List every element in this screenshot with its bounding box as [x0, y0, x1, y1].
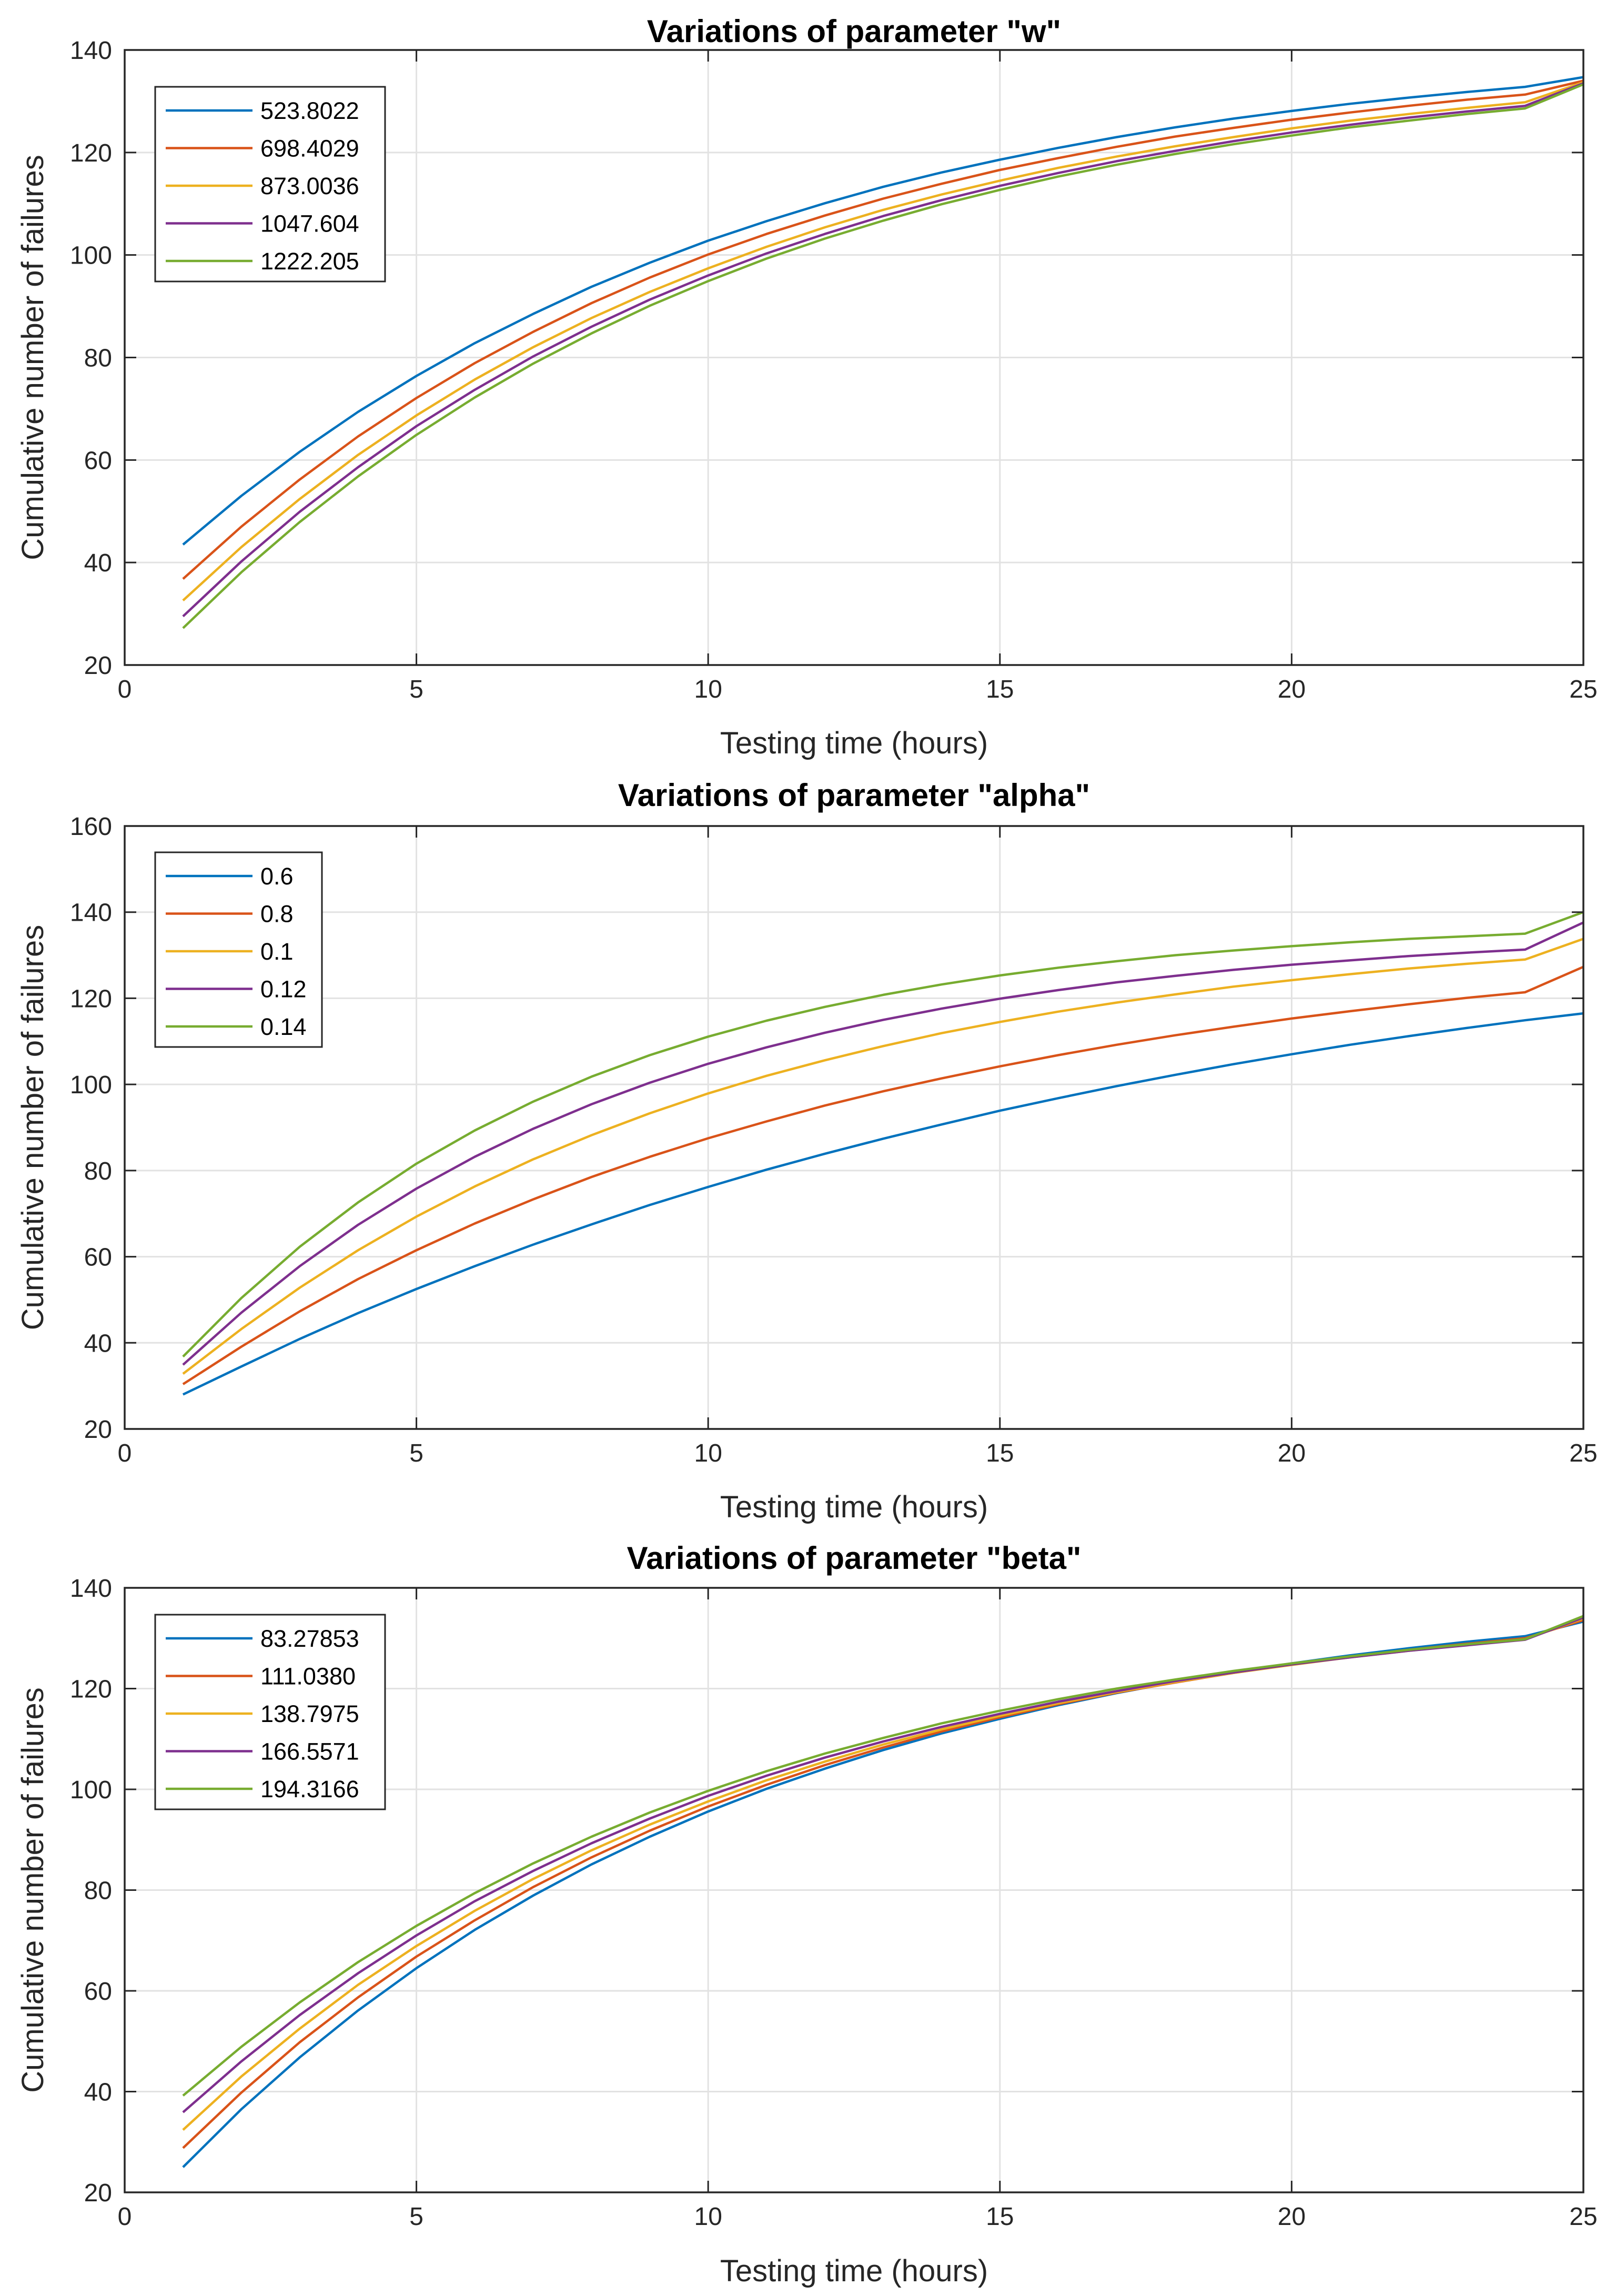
x-tick-label: 10	[694, 1439, 722, 1467]
legend-label-3: 138.7975	[260, 1700, 359, 1727]
legend-label-1: 83.27853	[260, 1625, 359, 1652]
chart-title-alpha: Variations of parameter "alpha"	[618, 778, 1090, 813]
y-axis-label: Cumulative number of failures	[16, 1687, 50, 2092]
y-axis-label: Cumulative number of failures	[16, 155, 50, 560]
x-tick-label: 5	[409, 676, 423, 703]
y-axis-label: Cumulative number of failures	[16, 925, 50, 1330]
series-lines	[182, 76, 1584, 629]
y-tick-label: 140	[70, 899, 112, 927]
series-line-3	[182, 81, 1584, 601]
ticks: 0 5 10 15 20 25 20 40 60 80 100 120 140	[70, 1575, 1598, 2231]
chart-title-w: Variations of parameter "w"	[647, 14, 1061, 49]
chart-panel-w: 0 5 10 15 20 25 20 40 60 80 100 120 140 Variations of…	[16, 14, 1598, 760]
series-line-3	[182, 938, 1584, 1375]
legend: 0.6 0.8 0.1 0.12 0.14	[154, 851, 323, 1048]
x-tick-label: 15	[986, 676, 1014, 703]
series-line-2	[182, 965, 1584, 1385]
y-tick-label: 160	[70, 813, 112, 841]
x-tick-label: 10	[694, 2203, 722, 2231]
legend-label-4: 0.12	[260, 976, 307, 1003]
legend-box	[154, 86, 386, 283]
legend-box	[154, 851, 323, 1048]
chart-panel-beta: 0 5 10 15 20 25 20 40 60 80 100 120 140 Variations of…	[16, 1540, 1598, 2288]
legend-label-4: 166.5571	[260, 1738, 359, 1765]
series-line-4	[182, 82, 1584, 618]
x-tick-label: 15	[986, 1439, 1014, 1467]
plot-area	[125, 826, 1583, 1429]
series-lines	[182, 1615, 1584, 2168]
y-tick-label: 20	[84, 2179, 112, 2207]
legend-label-1: 523.8022	[260, 97, 359, 124]
series-lines	[182, 911, 1584, 1396]
y-tick-label: 60	[84, 1978, 112, 2006]
y-tick-label: 120	[70, 139, 112, 167]
x-tick-label: 5	[409, 1439, 423, 1467]
x-tick-label: 0	[118, 1439, 132, 1467]
x-tick-label: 5	[409, 2203, 423, 2231]
x-tick-label: 25	[1569, 1439, 1597, 1467]
x-tick-label: 0	[118, 2203, 132, 2231]
x-axis-label: Testing time (hours)	[720, 2254, 988, 2288]
legend-label-4: 1047.604	[260, 210, 359, 237]
y-tick-label: 120	[70, 985, 112, 1013]
y-tick-label: 100	[70, 1071, 112, 1099]
y-tick-label: 40	[84, 2079, 112, 2107]
x-tick-label: 0	[118, 676, 132, 703]
x-tick-label: 20	[1278, 1439, 1306, 1467]
legend-box	[154, 1614, 386, 1810]
legend-label-5: 194.3166	[260, 1776, 359, 1802]
y-tick-label: 100	[70, 1776, 112, 1804]
chart-panel-alpha: 0 5 10 15 20 25 20 40 60 80 100 120 140 160 Variations…	[16, 778, 1598, 1524]
y-tick-label: 80	[84, 345, 112, 372]
x-axis-label: Testing time (hours)	[720, 1490, 988, 1524]
legend-label-2: 111.0380	[260, 1663, 356, 1690]
series-line-1	[182, 76, 1584, 546]
x-tick-label: 10	[694, 676, 722, 703]
legend-label-2: 0.8	[260, 901, 294, 928]
x-axis-label: Testing time (hours)	[720, 726, 988, 760]
x-tick-label: 20	[1278, 2203, 1306, 2231]
x-tick-label: 25	[1569, 676, 1597, 703]
x-tick-label: 25	[1569, 2203, 1597, 2231]
y-tick-label: 80	[84, 1877, 112, 1905]
axes-box	[124, 825, 1584, 1430]
x-tick-label: 20	[1278, 676, 1306, 703]
legend-label-5: 1222.205	[260, 248, 359, 275]
y-tick-label: 60	[84, 447, 112, 475]
y-tick-label: 40	[84, 1330, 112, 1357]
y-tick-label: 120	[70, 1676, 112, 1704]
x-tick-label: 15	[986, 2203, 1014, 2231]
legend: 523.8022 698.4029 873.0036 1047.604 1222.205	[154, 86, 386, 283]
legend-label-3: 873.0036	[260, 173, 359, 199]
y-tick-label: 100	[70, 242, 112, 270]
y-tick-label: 80	[84, 1157, 112, 1185]
y-tick-label: 40	[84, 549, 112, 577]
series-line-5	[182, 911, 1584, 1358]
y-tick-label: 140	[70, 37, 112, 65]
ticks: 0 5 10 15 20 25 20 40 60 80 100 120 140 160	[70, 813, 1598, 1467]
y-tick-label: 20	[84, 652, 112, 680]
legend-label-1: 0.6	[260, 863, 294, 890]
y-tick-label: 20	[84, 1416, 112, 1444]
legend-label-5: 0.14	[260, 1013, 307, 1040]
series-line-1	[182, 1012, 1584, 1396]
legend-label-2: 698.4029	[260, 135, 359, 162]
series-line-2	[182, 79, 1584, 580]
y-tick-label: 140	[70, 1575, 112, 1603]
chart-title-beta: Variations of parameter "beta"	[627, 1540, 1082, 1576]
series-line-4	[182, 921, 1584, 1366]
series-line-5	[182, 83, 1584, 629]
y-tick-label: 60	[84, 1244, 112, 1272]
legend: 83.27853 111.0380 138.7975 166.5571 194.3166	[154, 1614, 386, 1810]
ticks: 0 5 10 15 20 25 20 40 60 80 100 120 140	[70, 37, 1598, 703]
series-line-5	[182, 1615, 1584, 2097]
gridlines	[124, 825, 1584, 1430]
legend-label-3: 0.1	[260, 938, 294, 965]
